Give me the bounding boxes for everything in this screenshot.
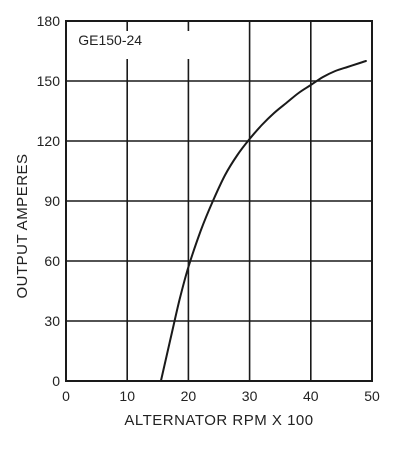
- y-axis-title: OUTPUT AMPERES: [14, 153, 31, 298]
- x-tick-label: 0: [62, 388, 70, 404]
- y-tick-label: 120: [37, 133, 61, 149]
- series-line: [159, 60, 367, 382]
- x-tick-label: 10: [119, 388, 135, 404]
- y-tick-label: 30: [44, 313, 60, 329]
- x-tick-label: 40: [303, 388, 319, 404]
- x-tick-label: 30: [242, 388, 258, 404]
- y-tick-label: 180: [37, 13, 61, 29]
- plot-frame: [65, 20, 373, 382]
- y-tick-label: 90: [44, 193, 60, 209]
- model-annotation: GE150-24: [78, 32, 142, 48]
- y-tick-label: 150: [37, 73, 61, 89]
- x-axis-title: ALTERNATOR RPM X 100: [124, 412, 313, 429]
- x-tick-label: 50: [364, 388, 380, 404]
- y-tick-label: 60: [44, 253, 60, 269]
- y-tick-label: 0: [52, 373, 60, 389]
- grid: [66, 21, 372, 381]
- annotation-background: [73, 31, 193, 59]
- y-axis-tick-labels: 0 30 60 90 120 150 180: [37, 13, 61, 389]
- x-axis-tick-labels: 0 10 20 30 40 50: [62, 388, 380, 404]
- x-tick-label: 20: [181, 388, 197, 404]
